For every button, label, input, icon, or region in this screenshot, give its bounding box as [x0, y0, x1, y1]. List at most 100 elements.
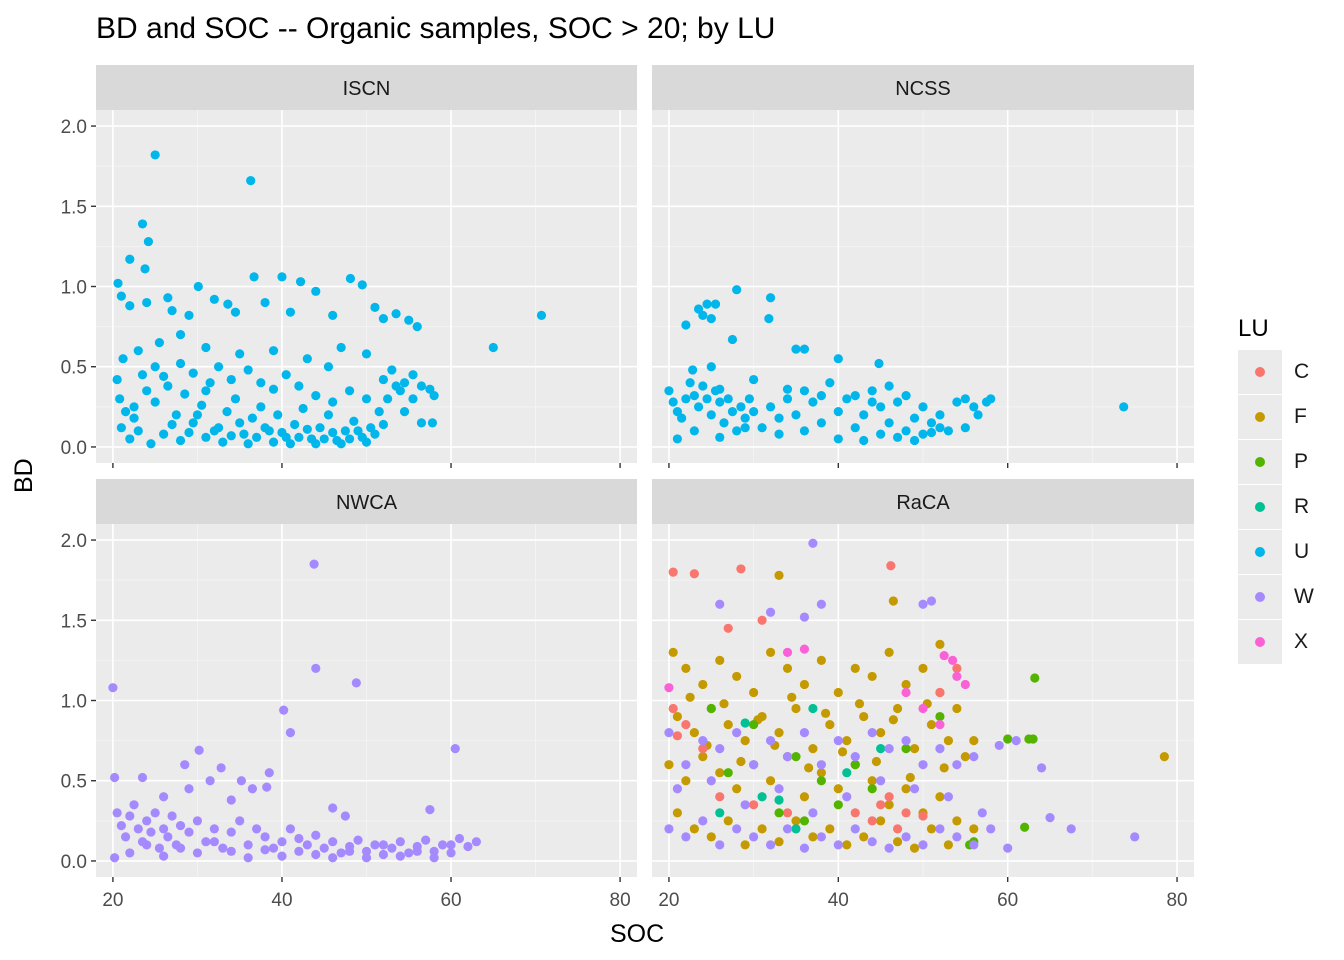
data-point — [808, 744, 818, 754]
data-point — [328, 853, 338, 863]
data-point — [935, 423, 945, 433]
data-point — [804, 763, 814, 773]
data-point — [129, 402, 139, 412]
data-point — [943, 792, 954, 802]
data-point — [850, 663, 860, 674]
data-point — [159, 851, 169, 861]
data-point — [247, 784, 257, 794]
data-point — [909, 413, 920, 423]
y-tick-label: 0.0 — [61, 438, 87, 459]
data-point — [710, 299, 721, 309]
data-point — [167, 811, 177, 821]
legend-dot — [1255, 456, 1265, 467]
data-point — [192, 410, 203, 420]
data-point — [256, 378, 266, 388]
data-point — [952, 760, 962, 770]
data-point — [226, 431, 236, 441]
data-point — [782, 808, 793, 818]
data-point — [1011, 736, 1021, 746]
data-point — [698, 816, 708, 826]
data-point — [960, 752, 970, 762]
data-point — [918, 760, 928, 770]
data-point — [298, 403, 308, 414]
data-point — [140, 264, 150, 274]
data-point — [886, 561, 896, 571]
data-point — [791, 344, 801, 354]
data-point — [142, 840, 152, 850]
data-point — [309, 559, 319, 569]
data-point — [328, 803, 338, 813]
data-point — [994, 740, 1004, 751]
data-point — [850, 824, 860, 834]
data-point — [935, 792, 945, 802]
data-point — [137, 219, 148, 229]
data-point — [842, 768, 852, 778]
data-point — [740, 840, 750, 850]
data-point — [344, 434, 355, 444]
data-point — [412, 846, 422, 856]
y-tick-label: 0.0 — [61, 852, 87, 873]
legend-dot — [1255, 591, 1265, 602]
data-point — [268, 437, 279, 447]
data-point — [243, 365, 253, 375]
data-point — [867, 816, 877, 826]
data-point — [226, 374, 236, 385]
data-point — [295, 277, 306, 287]
data-point — [719, 418, 729, 428]
legend-title: LU — [1238, 315, 1269, 342]
data-point — [727, 334, 738, 345]
data-point — [774, 429, 784, 439]
data-point — [167, 419, 177, 430]
data-point — [412, 322, 422, 332]
data-point — [918, 429, 928, 439]
data-point — [163, 381, 173, 391]
data-point — [664, 760, 674, 770]
data-point — [378, 840, 389, 850]
data-point — [125, 434, 135, 444]
data-point — [816, 599, 826, 609]
data-point — [859, 435, 869, 446]
data-point — [256, 402, 266, 412]
data-point — [825, 719, 835, 730]
data-point — [901, 391, 911, 401]
data-point — [867, 784, 877, 794]
data-point — [193, 281, 203, 292]
data-point — [120, 407, 131, 417]
data-point — [791, 752, 801, 762]
data-point — [150, 808, 160, 818]
x-tick-label: 60 — [997, 890, 1018, 911]
data-point — [799, 816, 810, 826]
series-raca-f — [664, 570, 1169, 853]
data-point — [685, 378, 695, 388]
data-point — [471, 837, 481, 847]
legend-dot — [1255, 636, 1265, 647]
data-point — [150, 362, 160, 372]
y-tick-label: 0.5 — [61, 772, 87, 793]
data-point — [112, 374, 122, 385]
data-point — [732, 426, 742, 436]
data-point — [1030, 673, 1040, 683]
data-point — [226, 795, 236, 805]
data-point — [774, 727, 784, 738]
data-point — [884, 792, 894, 802]
data-point — [277, 851, 287, 861]
data-point — [821, 708, 831, 718]
data-point — [450, 744, 460, 754]
data-point — [698, 744, 708, 754]
legend-item-c: C — [1238, 349, 1314, 394]
data-point — [706, 313, 716, 324]
data-point — [791, 816, 801, 826]
x-tick-label: 80 — [610, 890, 631, 911]
data-point — [311, 439, 321, 449]
data-point — [926, 418, 937, 428]
data-point — [319, 434, 329, 444]
data-point — [125, 254, 135, 264]
data-point — [268, 346, 279, 356]
data-point — [901, 832, 911, 842]
series-raca-x — [664, 644, 970, 730]
data-point — [688, 365, 698, 375]
data-point — [715, 655, 725, 665]
legend-item-f: F — [1238, 394, 1314, 439]
data-point — [213, 362, 224, 372]
